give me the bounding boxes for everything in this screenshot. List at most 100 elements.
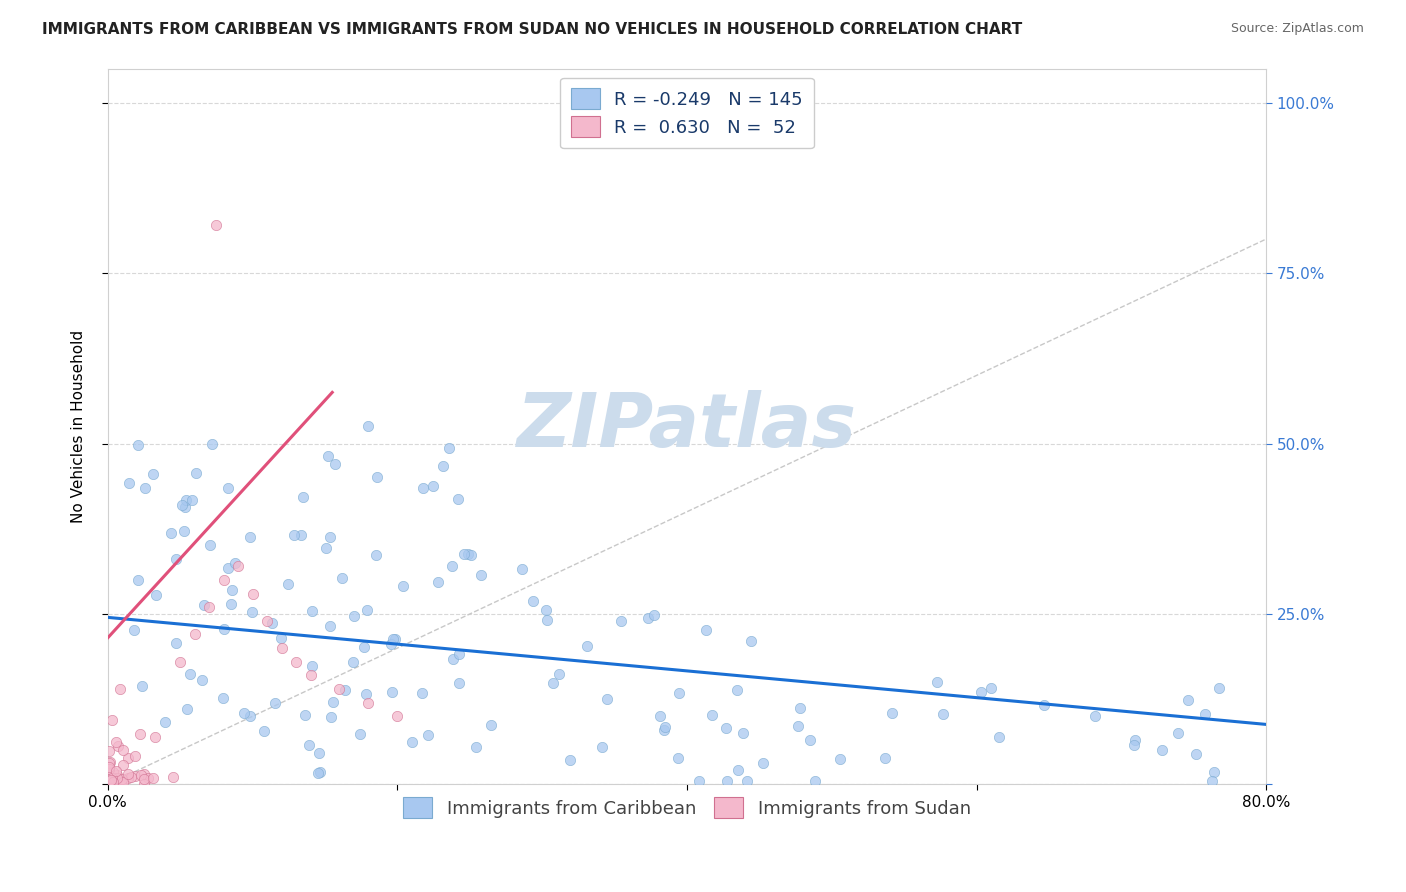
Point — [98, 760, 121, 774]
Point — [735, 774, 758, 789]
Point — [117, 771, 139, 785]
Point — [162, 770, 184, 784]
Point — [648, 709, 671, 723]
Point — [101, 765, 124, 780]
Point — [316, 449, 339, 463]
Point — [105, 735, 128, 749]
Point — [380, 637, 402, 651]
Point — [256, 614, 278, 628]
Point — [308, 746, 330, 760]
Point — [695, 623, 717, 637]
Point — [465, 739, 488, 754]
Point — [307, 765, 329, 780]
Point — [301, 659, 323, 673]
Point — [716, 774, 738, 789]
Point — [1204, 764, 1226, 779]
Point — [740, 634, 762, 648]
Point — [1122, 738, 1144, 752]
Point — [98, 762, 121, 776]
Point — [180, 493, 202, 508]
Point — [988, 730, 1011, 744]
Point — [129, 768, 152, 782]
Point — [226, 559, 249, 574]
Point — [873, 751, 896, 765]
Point — [725, 683, 748, 698]
Point — [751, 756, 773, 770]
Point — [131, 679, 153, 693]
Point — [804, 774, 827, 789]
Text: ZIPatlas: ZIPatlas — [517, 390, 858, 463]
Point — [364, 548, 387, 562]
Point — [298, 738, 321, 752]
Point — [401, 735, 423, 749]
Point — [1177, 693, 1199, 707]
Point — [536, 603, 558, 617]
Point — [127, 438, 149, 452]
Point — [285, 655, 308, 669]
Point — [343, 608, 366, 623]
Point — [309, 764, 332, 779]
Point — [980, 681, 1002, 695]
Point — [212, 573, 235, 587]
Point — [292, 490, 315, 504]
Point — [789, 700, 811, 714]
Point — [201, 437, 224, 451]
Point — [101, 775, 124, 789]
Point — [242, 586, 264, 600]
Point — [104, 772, 127, 787]
Point — [522, 594, 544, 608]
Point — [453, 547, 475, 561]
Point — [441, 559, 464, 574]
Point — [198, 538, 221, 552]
Point — [170, 498, 193, 512]
Point — [1084, 709, 1107, 723]
Point — [174, 500, 197, 514]
Text: IMMIGRANTS FROM CARIBBEAN VS IMMIGRANTS FROM SUDAN NO VEHICLES IN HOUSEHOLD CORR: IMMIGRANTS FROM CARIBBEAN VS IMMIGRANTS … — [42, 22, 1022, 37]
Point — [356, 603, 378, 617]
Point — [596, 692, 619, 706]
Point — [142, 467, 165, 482]
Point — [283, 527, 305, 541]
Point — [217, 482, 239, 496]
Point — [828, 752, 851, 766]
Point — [688, 774, 710, 789]
Point — [652, 723, 675, 738]
Point — [145, 588, 167, 602]
Point — [541, 676, 564, 690]
Point — [536, 613, 558, 627]
Point — [111, 772, 134, 787]
Point — [1123, 733, 1146, 747]
Point — [330, 571, 353, 585]
Point — [173, 524, 195, 539]
Point — [733, 726, 755, 740]
Point — [576, 640, 599, 654]
Point — [124, 769, 146, 783]
Point — [354, 687, 377, 701]
Point — [262, 615, 284, 630]
Point — [100, 773, 122, 788]
Point — [381, 684, 404, 698]
Point — [637, 611, 659, 625]
Point — [127, 573, 149, 587]
Point — [205, 219, 228, 233]
Point — [105, 764, 128, 778]
Point — [174, 492, 197, 507]
Point — [198, 600, 221, 615]
Point — [666, 750, 689, 764]
Point — [416, 728, 439, 742]
Point — [460, 548, 482, 562]
Point — [357, 418, 380, 433]
Point — [98, 755, 121, 769]
Point — [270, 641, 292, 656]
Point — [786, 718, 808, 732]
Point — [1208, 681, 1230, 695]
Point — [301, 604, 323, 618]
Point — [437, 441, 460, 455]
Point — [328, 681, 350, 696]
Point — [132, 776, 155, 790]
Point — [1167, 725, 1189, 739]
Point — [98, 774, 121, 789]
Point — [449, 647, 471, 661]
Point — [548, 666, 571, 681]
Point — [134, 481, 156, 495]
